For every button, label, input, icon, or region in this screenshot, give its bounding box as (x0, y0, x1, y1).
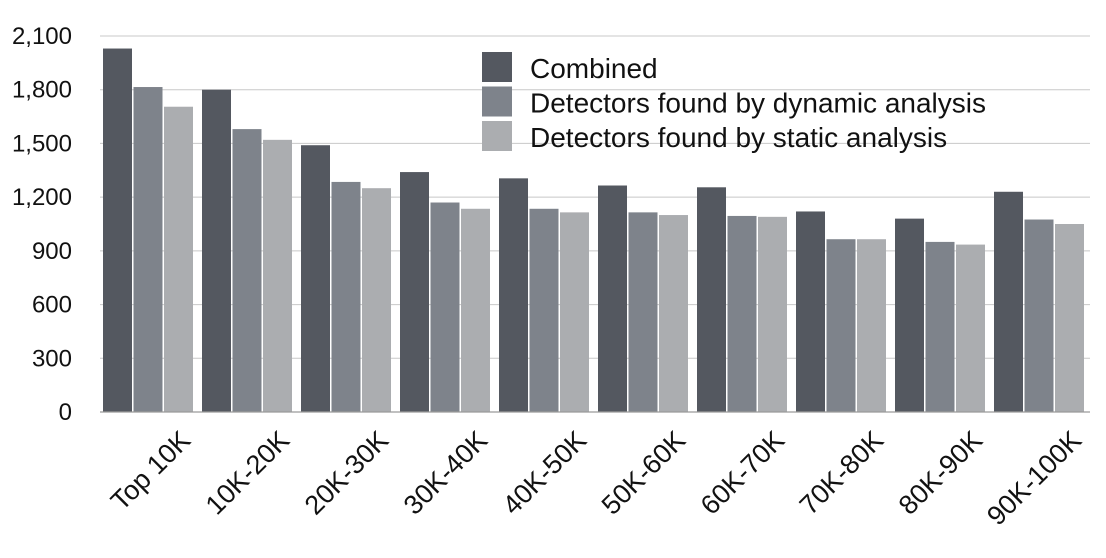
y-axis-ticks: 0 300 600 900 1,200 1,500 1,800 2,100 (12, 23, 72, 426)
bar (431, 203, 460, 412)
bar (362, 188, 391, 412)
x-tick-label: 60K-70K (695, 425, 791, 521)
bar (994, 192, 1023, 412)
bar (895, 219, 924, 412)
y-tick-label: 300 (32, 345, 72, 372)
bar (461, 209, 490, 412)
bar (659, 215, 688, 412)
y-tick-label: 1,200 (12, 184, 72, 211)
bar (301, 145, 330, 412)
x-tick-label: 10K-20K (200, 425, 296, 521)
bar (956, 245, 985, 412)
bar (499, 178, 528, 412)
bar (560, 212, 589, 412)
legend-swatch (482, 87, 512, 117)
bar (926, 242, 955, 412)
y-tick-label: 0 (59, 399, 72, 426)
bar (202, 90, 231, 412)
x-tick-label: 40K-50K (497, 425, 593, 521)
bar (1055, 224, 1084, 412)
y-tick-label: 2,100 (12, 23, 72, 50)
bar (629, 212, 658, 412)
bar (263, 140, 292, 412)
bar (400, 172, 429, 412)
bar (530, 209, 559, 412)
bar (103, 49, 132, 412)
bar (758, 217, 787, 412)
bar (697, 187, 726, 412)
y-tick-label: 900 (32, 238, 72, 265)
legend-swatch (482, 121, 512, 151)
legend-swatch (482, 52, 512, 82)
bar (827, 239, 856, 412)
bar (1025, 220, 1054, 412)
x-tick-label: 80K-90K (893, 425, 989, 521)
legend-label: Detectors found by dynamic analysis (530, 88, 986, 119)
bar (728, 216, 757, 412)
x-tick-label: 50K-60K (596, 425, 692, 521)
y-tick-label: 600 (32, 292, 72, 319)
bar (134, 87, 163, 412)
y-tick-label: 1,800 (12, 77, 72, 104)
legend-label: Combined (530, 53, 658, 84)
bar (233, 129, 262, 412)
x-tick-label: 70K-80K (794, 425, 890, 521)
bar (796, 211, 825, 412)
bar (598, 186, 627, 412)
x-tick-label: 30K-40K (398, 425, 494, 521)
x-tick-label: 90K-100K (981, 425, 1087, 531)
legend-label: Detectors found by static analysis (530, 122, 947, 153)
y-tick-label: 1,500 (12, 130, 72, 157)
x-axis-labels: Top 10K 10K-20K 20K-30K 30K-40K 40K-50K 50K-6… (105, 425, 1087, 531)
x-tick-label: 20K-30K (299, 425, 395, 521)
bar (857, 239, 886, 412)
x-tick-label: Top 10K (105, 425, 196, 516)
bar (164, 107, 193, 412)
legend: Combined Detectors found by dynamic analy… (482, 52, 986, 153)
bar (332, 182, 361, 412)
